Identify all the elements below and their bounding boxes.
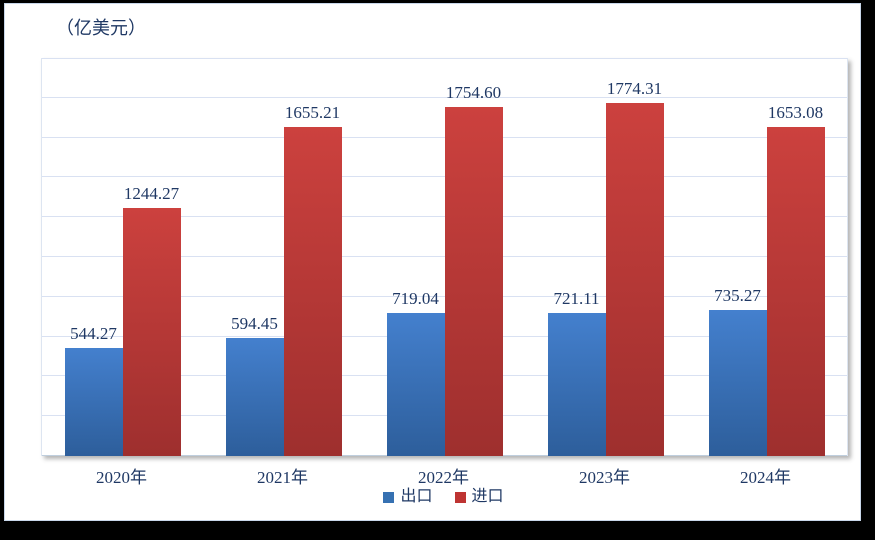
value-label: 719.04 <box>392 288 439 308</box>
legend-label-export: 出口 <box>400 488 433 505</box>
value-label: 1774.31 <box>606 78 663 98</box>
bar-export <box>708 309 767 456</box>
chart-canvas: （亿美元） 544.27 1244.27 594.45 1655.21 719.04 17… <box>4 3 861 521</box>
value-label: 544.27 <box>70 323 117 343</box>
import-swatch-icon <box>454 491 466 503</box>
x-axis: 2020年 2021年 2022年 2023年 2024年 <box>41 463 846 487</box>
bar-export <box>547 312 606 456</box>
plot-area: 544.27 1244.27 594.45 1655.21 719.04 1754.60 7… <box>41 58 848 456</box>
x-axis-label: 2020年 <box>96 468 147 487</box>
value-label: 1244.27 <box>123 184 180 204</box>
legend: 出口 进口 <box>41 489 846 505</box>
legend-item-import: 进口 <box>454 488 504 505</box>
legend-item-export: 出口 <box>383 488 433 505</box>
legend-label-import: 进口 <box>471 488 504 505</box>
x-axis-label: 2022年 <box>418 468 469 487</box>
value-label: 721.11 <box>553 288 600 308</box>
bar-import <box>122 208 181 456</box>
x-axis-label: 2021年 <box>257 468 308 487</box>
bar-import <box>605 102 664 456</box>
bar-export <box>386 312 445 456</box>
grid-line <box>42 58 847 59</box>
value-label: 735.27 <box>714 285 761 305</box>
bar-import <box>766 127 825 456</box>
x-axis-label: 2024年 <box>740 468 791 487</box>
bar-import <box>444 106 503 456</box>
grid-line <box>42 96 847 98</box>
x-axis-label: 2023年 <box>579 468 630 487</box>
bar-export <box>225 337 284 456</box>
bar-export <box>64 347 123 456</box>
value-label: 1653.08 <box>767 103 824 123</box>
value-label: 1754.60 <box>445 82 502 102</box>
value-label: 594.45 <box>231 313 278 333</box>
value-label: 1655.21 <box>284 102 341 122</box>
export-swatch-icon <box>383 491 395 503</box>
chart-unit-title: （亿美元） <box>56 18 146 38</box>
bar-import <box>283 126 342 456</box>
